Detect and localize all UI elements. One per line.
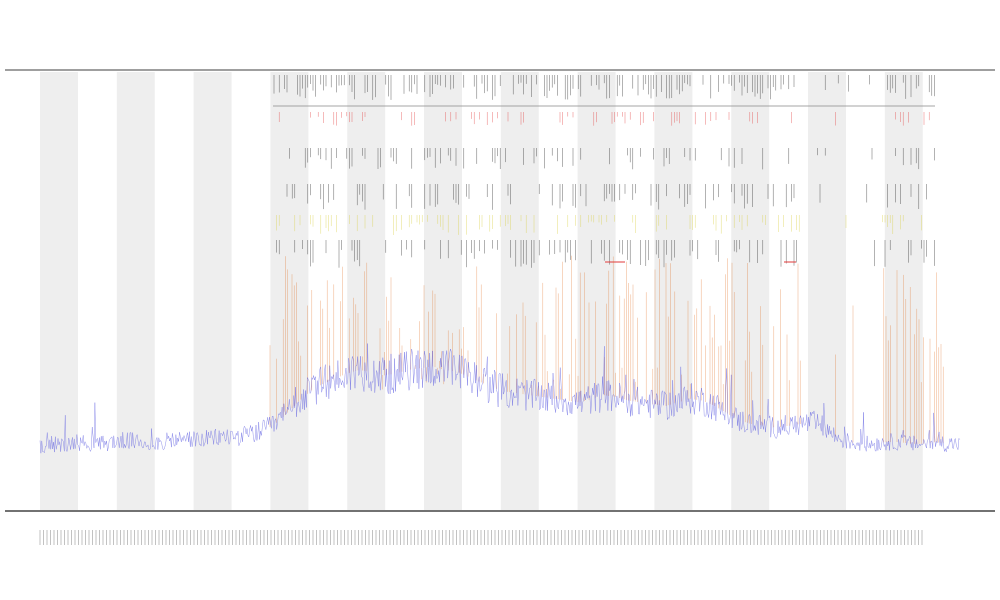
blue-trace-series [39, 343, 960, 454]
shaded-band [270, 72, 309, 510]
event-tracks [273, 75, 935, 268]
trace-line [39, 343, 960, 454]
shaded-band [731, 72, 770, 510]
orange-spike-series [269, 255, 944, 444]
shaded-band [40, 72, 78, 510]
shaded-band [654, 72, 693, 510]
shaded-band [116, 72, 155, 510]
x-tick-labels [39, 530, 923, 545]
shaded-band [808, 72, 846, 510]
shaded-band [347, 72, 386, 510]
shaded-band [577, 72, 616, 510]
shaded-band [500, 72, 539, 510]
chart-shaded-bands [40, 72, 923, 510]
shaded-band [424, 72, 462, 510]
